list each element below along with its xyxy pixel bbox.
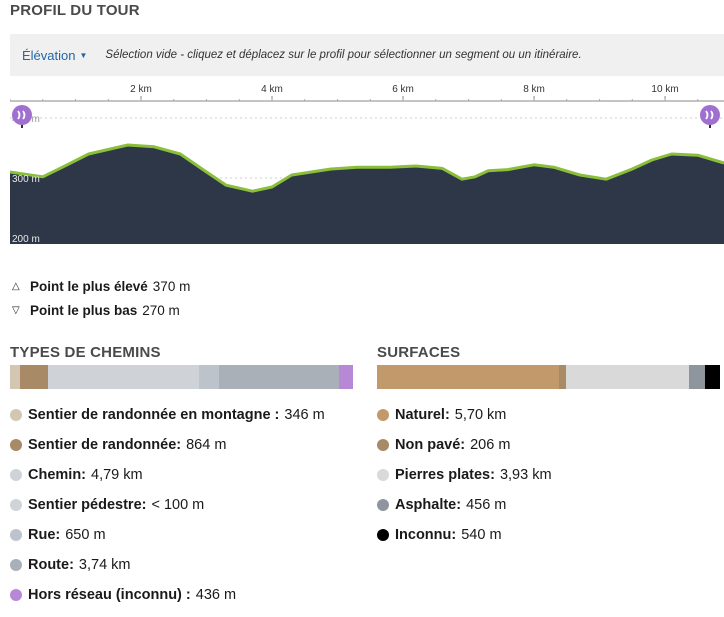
- surface-value: 206 m: [470, 437, 511, 453]
- surface-name: Non pavé:: [395, 437, 466, 453]
- highest-point-row: △ Point le plus élevé 370 m: [12, 274, 190, 298]
- elevation-mode-dropdown[interactable]: Élévation ▼: [22, 48, 87, 63]
- waypoint-circle: [12, 105, 32, 125]
- x-tick-label: 8 km: [523, 84, 545, 95]
- x-tick-label: 6 km: [392, 84, 414, 95]
- highest-point-value: 370 m: [152, 278, 191, 294]
- way-type-name: Sentier de randonnée:: [28, 437, 182, 453]
- elevation-extremes: △ Point le plus élevé 370 m ▽ Point le p…: [12, 274, 190, 322]
- surface-value: 456 m: [466, 497, 507, 513]
- way-types-bar[interactable]: [10, 365, 353, 389]
- triangle-down-icon: ▽: [12, 304, 20, 316]
- way-type-bar-segment[interactable]: [339, 365, 353, 389]
- surface-legend-item[interactable]: Inconnu: 540 m: [377, 520, 552, 550]
- surface-bar-segment[interactable]: [689, 365, 705, 389]
- way-type-value: < 100 m: [151, 497, 205, 513]
- x-tick-label: 10 km: [651, 84, 678, 95]
- way-type-bar-segment[interactable]: [10, 365, 21, 389]
- legend-dot-icon: [10, 559, 22, 571]
- legend-dot-icon: [10, 529, 22, 541]
- surface-name: Asphalte:: [395, 497, 462, 513]
- surface-legend-item[interactable]: Pierres plates: 3,93 km: [377, 460, 552, 490]
- way-type-value: 650 m: [65, 527, 106, 543]
- way-types-title: TYPES DE CHEMINS: [10, 344, 161, 361]
- surface-legend-item[interactable]: Naturel: 5,70 km: [377, 400, 552, 430]
- way-type-value: 4,79 km: [91, 467, 143, 483]
- selection-hint: Sélection vide - cliquez et déplacez sur…: [105, 49, 582, 61]
- elevation-area[interactable]: [10, 145, 724, 244]
- elevation-mode-label: Élévation: [22, 47, 76, 63]
- y-tick-label: 200 m: [12, 234, 40, 245]
- way-type-name: Route:: [28, 557, 74, 573]
- legend-dot-icon: [377, 439, 389, 451]
- surfaces-legend: Naturel: 5,70 km Non pavé: 206 m Pierres pla…: [377, 400, 552, 550]
- x-tick-label: 2 km: [130, 84, 152, 95]
- legend-dot-icon: [10, 469, 22, 481]
- waypoint-start-icon[interactable]: [12, 105, 32, 125]
- surface-bar-segment[interactable]: [377, 365, 559, 389]
- footprint-icon: [17, 110, 26, 120]
- way-type-legend-item[interactable]: Sentier de randonnée en montagne :346 m: [10, 400, 325, 430]
- surface-name: Pierres plates:: [395, 467, 495, 483]
- legend-dot-icon: [10, 439, 22, 451]
- x-tick-label: 4 km: [261, 84, 283, 95]
- legend-dot-icon: [10, 589, 22, 601]
- surfaces-title: SURFACES: [377, 344, 461, 361]
- way-type-legend-item[interactable]: Hors réseau (inconnu) :436 m: [10, 580, 325, 610]
- waypoint-circle: [700, 105, 720, 125]
- triangle-up-icon: △: [12, 280, 20, 292]
- way-type-value: 864 m: [186, 437, 227, 453]
- way-type-legend-item[interactable]: Chemin: 4,79 km: [10, 460, 325, 490]
- way-type-legend-item[interactable]: Sentier pédestre: < 100 m: [10, 490, 325, 520]
- way-type-name: Hors réseau (inconnu) :: [28, 587, 191, 603]
- way-type-legend-item[interactable]: Route: 3,74 km: [10, 550, 325, 580]
- way-type-bar-segment[interactable]: [219, 365, 340, 389]
- lowest-point-row: ▽ Point le plus bas 270 m: [12, 298, 190, 322]
- lowest-point-value: 270 m: [142, 302, 180, 318]
- legend-dot-icon: [377, 469, 389, 481]
- elevation-line: [10, 143, 724, 193]
- legend-dot-icon: [377, 409, 389, 421]
- way-type-bar-segment[interactable]: [47, 365, 199, 389]
- profile-toolbar: Élévation ▼ Sélection vide - cliquez et …: [10, 34, 724, 76]
- footprint-icon: [705, 110, 714, 120]
- way-type-name: Sentier de randonnée en montagne :: [28, 407, 280, 423]
- surfaces-bar[interactable]: [377, 365, 720, 389]
- legend-dot-icon: [377, 529, 389, 541]
- surface-value: 540 m: [461, 527, 502, 543]
- way-type-legend-item[interactable]: Rue: 650 m: [10, 520, 325, 550]
- waypoint-end-icon[interactable]: [700, 105, 720, 125]
- way-type-bar-segment[interactable]: [20, 365, 48, 389]
- legend-dot-icon: [377, 499, 389, 511]
- way-type-bar-segment[interactable]: [198, 365, 220, 389]
- surface-bar-segment[interactable]: [565, 365, 690, 389]
- way-type-value: 3,74 km: [78, 557, 131, 573]
- surface-bar-segment[interactable]: [558, 365, 566, 389]
- way-type-legend-item[interactable]: Sentier de randonnée: 864 m: [10, 430, 325, 460]
- surface-legend-item[interactable]: Asphalte: 456 m: [377, 490, 552, 520]
- surface-bar-segment[interactable]: [704, 365, 720, 389]
- surface-legend-item[interactable]: Non pavé: 206 m: [377, 430, 552, 460]
- lowest-point-label: Point le plus bas: [30, 302, 138, 318]
- way-type-name: Sentier pédestre:: [28, 497, 147, 513]
- way-type-value: 346 m: [284, 407, 325, 423]
- highest-point-label: Point le plus élevé: [30, 278, 148, 294]
- surface-value: 5,70 km: [454, 407, 507, 423]
- profile-title: PROFIL DU TOUR: [10, 2, 140, 19]
- surface-name: Inconnu:: [395, 527, 457, 543]
- legend-dot-icon: [10, 409, 22, 421]
- way-type-name: Chemin:: [28, 467, 86, 483]
- surface-value: 3,93 km: [499, 467, 552, 483]
- chevron-down-icon: ▼: [79, 50, 88, 60]
- way-type-name: Rue:: [28, 527, 61, 543]
- legend-dot-icon: [10, 499, 22, 511]
- way-type-value: 436 m: [195, 587, 237, 603]
- surface-name: Naturel:: [395, 407, 450, 423]
- y-tick-label: 300 m: [12, 174, 40, 185]
